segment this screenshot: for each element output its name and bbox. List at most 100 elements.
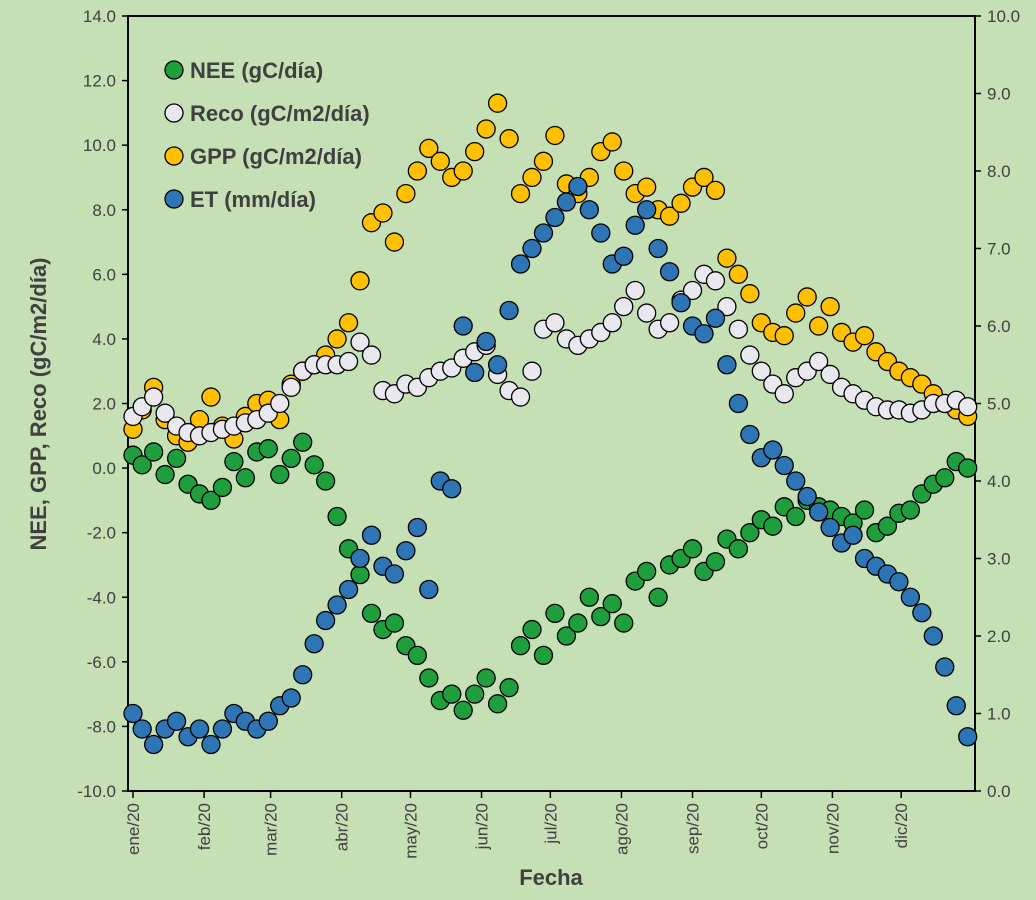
data-point: [946, 696, 966, 716]
y-tick-label: 12.0: [83, 72, 116, 91]
legend-label: ET (mm/día): [190, 187, 316, 212]
data-point: [465, 362, 485, 383]
legend-label: GPP (gC/m2/día): [190, 144, 362, 169]
data-point: [270, 464, 290, 485]
data-point: [499, 300, 519, 321]
data-point: [533, 151, 554, 171]
data-point: [809, 316, 829, 336]
data-point: [361, 525, 382, 545]
data-point: [235, 468, 256, 488]
data-point: [740, 345, 760, 365]
data-point: [361, 345, 382, 365]
data-point: [373, 203, 393, 223]
y-tick-label: -6.0: [87, 653, 116, 672]
data-point: [419, 579, 439, 600]
y2-tick-label: 8.0: [987, 162, 1011, 181]
data-point: [384, 232, 405, 252]
data-point: [396, 541, 416, 561]
data-point: [510, 183, 531, 204]
data-point: [327, 506, 347, 527]
data-point: [820, 517, 840, 538]
data-point: [797, 486, 817, 507]
data-point: [602, 594, 622, 614]
data-point: [327, 329, 347, 349]
legend-marker: [164, 189, 184, 209]
data-point: [487, 694, 508, 714]
data-point: [556, 192, 577, 212]
y2-tick-label: 1.0: [987, 705, 1011, 724]
data-point: [545, 207, 565, 228]
data-point: [293, 432, 313, 452]
data-point: [614, 246, 634, 266]
y-tick-label: -2.0: [87, 524, 116, 543]
data-point: [659, 262, 680, 282]
data-point: [602, 132, 622, 152]
data-point: [143, 734, 164, 755]
data-point: [614, 296, 634, 317]
data-point: [350, 271, 370, 291]
x-tick-label: sep/20: [684, 803, 703, 854]
data-point: [809, 351, 829, 372]
data-point: [270, 393, 290, 414]
data-point: [717, 296, 737, 317]
data-point: [637, 177, 657, 197]
data-point: [407, 517, 428, 538]
x-axis: ene/20 feb/20 mar/20 abr/20 may/20 jun/20 jul/…: [124, 791, 911, 859]
data-point: [854, 500, 875, 520]
data-point: [591, 606, 611, 627]
y-tick-label: 0.0: [92, 459, 116, 478]
data-point: [671, 293, 691, 313]
data-point: [315, 471, 336, 491]
data-point: [155, 464, 175, 485]
data-point: [682, 539, 703, 559]
data-point: [637, 303, 657, 323]
data-point: [786, 471, 806, 491]
data-point: [327, 595, 347, 615]
data-point: [350, 548, 370, 569]
y2-tick-label: 4.0: [987, 472, 1011, 491]
data-point: [694, 324, 714, 344]
data-point: [487, 355, 508, 375]
data-point: [522, 167, 542, 188]
data-point: [843, 525, 863, 545]
y-tick-label: 8.0: [92, 201, 116, 220]
data-point: [430, 151, 450, 171]
data-point: [912, 603, 932, 623]
y2-tick-label: 7.0: [987, 240, 1011, 259]
y-tick-label: 2.0: [92, 395, 116, 414]
y-tick-label: 4.0: [92, 330, 116, 349]
x-tick-label: jul/20: [541, 803, 560, 845]
series-layer: [123, 93, 978, 755]
data-point: [396, 183, 416, 204]
data-point: [224, 451, 244, 472]
data-point: [751, 361, 771, 381]
data-point: [201, 490, 221, 511]
data-point: [774, 326, 794, 346]
data-point: [740, 424, 760, 445]
data-point: [774, 455, 794, 476]
data-point: [889, 572, 909, 592]
data-point: [682, 280, 703, 301]
y2-tick-label: 9.0: [987, 85, 1011, 104]
data-point: [476, 331, 496, 352]
data-point: [258, 439, 278, 459]
data-point: [510, 387, 531, 407]
data-point: [143, 442, 164, 462]
data-point: [545, 603, 565, 624]
x-tick-label: abr/20: [333, 803, 352, 851]
series-3: [123, 176, 978, 755]
data-point: [350, 564, 370, 585]
y-tick-label: -4.0: [87, 588, 116, 607]
data-point: [740, 523, 760, 543]
data-point: [579, 200, 599, 220]
data-point: [510, 254, 531, 274]
data-point: [740, 284, 760, 304]
y-axis-right: 10.0 9.0 8.0 7.0 6.0 5.0 4.0 3.0 2.0 1.0 0.0: [975, 7, 1020, 801]
data-point: [591, 223, 611, 243]
legend-marker: [164, 146, 184, 166]
data-point: [407, 645, 428, 666]
data-point: [522, 238, 542, 259]
data-point: [568, 176, 588, 197]
data-point: [705, 180, 726, 201]
data-point: [132, 455, 152, 475]
